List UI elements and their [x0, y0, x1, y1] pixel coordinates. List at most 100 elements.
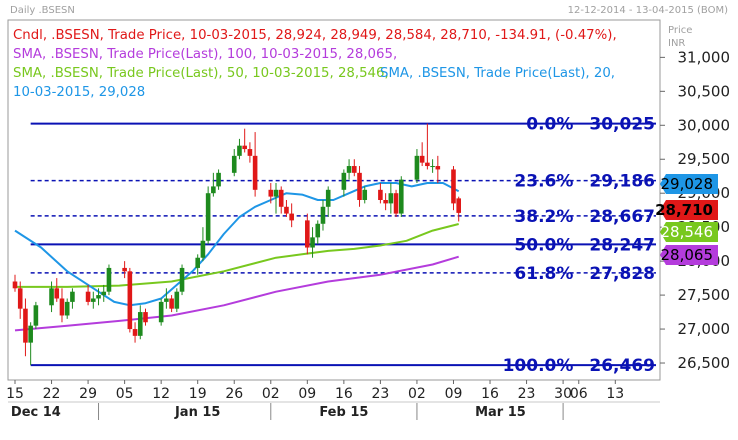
candle-body — [23, 308, 28, 343]
flag-box — [660, 222, 718, 242]
flag-label: 29,028 — [661, 175, 714, 193]
candle-body — [91, 298, 96, 302]
candle — [393, 189, 399, 217]
candle — [383, 193, 388, 211]
candle-body — [17, 288, 23, 309]
candle — [96, 288, 101, 306]
candle — [17, 281, 23, 319]
candle-body — [237, 145, 242, 156]
y-axis: 26,50027,00027,50028,00028,50029,00029,5… — [660, 48, 730, 372]
candle-body — [362, 189, 368, 200]
fib-label: 50.0% 28,247 — [514, 235, 655, 255]
candle — [388, 183, 394, 214]
candle — [456, 196, 461, 222]
candle — [414, 149, 420, 184]
fib-label: 0.0% 30,025 — [526, 115, 655, 135]
last-value-flag-sma100: 28,065 — [660, 245, 718, 265]
candle — [23, 298, 28, 357]
candle-body — [315, 223, 321, 238]
series-line-sma100 — [14, 255, 459, 332]
flag-box — [660, 174, 718, 194]
candle — [174, 288, 180, 313]
candle-body — [54, 288, 60, 299]
candle — [85, 284, 91, 306]
candle-body — [310, 237, 315, 248]
candle — [451, 166, 456, 211]
candle-body — [49, 288, 54, 306]
legend-sma50: SMA, .BSESN, Trade Price(Last), 50, 10-0… — [13, 66, 389, 81]
flag-box — [660, 245, 718, 265]
candle-body — [106, 267, 112, 292]
candle — [164, 288, 169, 309]
candle — [59, 288, 65, 323]
candle — [132, 322, 138, 343]
x-tick-label: 26 — [225, 386, 243, 402]
candle-body — [456, 198, 461, 213]
x-tick-label: 12 — [152, 386, 170, 402]
candle-body — [352, 166, 357, 173]
y-tick-label: 26,500 — [678, 354, 731, 372]
axis-header-price: Price — [668, 25, 692, 36]
candle — [70, 288, 75, 309]
fibonacci-levels: 0.0% 30,025 23.6% 29,186 38.2% 28,667 50.0% 28,… — [30, 115, 656, 376]
candle-body — [242, 145, 247, 150]
x-tick-label: 02 — [408, 386, 426, 402]
candle-body — [205, 193, 211, 241]
y-tick-label: 27,000 — [678, 320, 731, 338]
candle-body — [425, 162, 430, 167]
candle-body — [341, 172, 347, 190]
y-tick-label: 30,500 — [678, 82, 731, 100]
x-tick-label: 02 — [262, 386, 280, 402]
candle-body — [325, 189, 331, 207]
candle-body — [284, 206, 289, 214]
candle — [205, 186, 211, 245]
fib-label: 61.8% 27,828 — [514, 264, 655, 284]
candle — [419, 142, 425, 167]
candle-body — [164, 298, 169, 302]
candle — [378, 183, 383, 204]
candle-body — [96, 295, 101, 299]
y-tick-label: 30,000 — [678, 116, 731, 134]
candle-body — [398, 179, 404, 214]
x-tick-label: 23 — [371, 386, 389, 402]
last-value-flag-candle: 28,710 — [655, 200, 718, 220]
legend-candle: Cndl, .BSESN, Trade Price, 10-03-2015, 2… — [13, 28, 617, 43]
candle — [247, 142, 253, 163]
last-value-flag-sma50: 28,546 — [660, 222, 718, 242]
candle-body — [273, 189, 279, 197]
candle — [278, 186, 284, 214]
candle — [143, 308, 148, 326]
candle-body — [378, 189, 383, 200]
candle-body — [59, 298, 65, 316]
y-tick-label: 27,500 — [678, 286, 731, 304]
flag-label: 28,065 — [661, 246, 714, 264]
x-tick-label: 29 — [79, 386, 97, 402]
candle-body — [430, 166, 435, 168]
candle-body — [289, 213, 294, 221]
candle-body — [305, 220, 310, 248]
window-title: Daily .BSESN — [10, 5, 75, 16]
legend-sma20: SMA, .BSESN, Trade Price(Last), 20, — [380, 66, 615, 81]
candle — [127, 267, 133, 333]
candlesticks — [12, 123, 461, 366]
candle-body — [174, 291, 180, 309]
candle — [64, 298, 70, 319]
candle — [49, 281, 54, 313]
candle-body — [132, 329, 138, 336]
axis-header-currency: INR — [668, 38, 685, 49]
candle-body — [268, 189, 274, 197]
x-tick-label: 30 — [554, 386, 572, 402]
candle — [346, 159, 352, 180]
candle — [325, 186, 331, 217]
x-tick-label: 16 — [481, 386, 499, 402]
candle-body — [383, 200, 388, 204]
candle-body — [101, 291, 107, 296]
y-tick-label: 31,000 — [678, 48, 731, 66]
candle — [252, 132, 258, 197]
candle-body — [211, 186, 216, 194]
x-tick-label: 05 — [116, 386, 134, 402]
month-label: Jan 15 — [174, 405, 220, 420]
candle-body — [127, 271, 133, 330]
x-tick-label: 23 — [518, 386, 536, 402]
